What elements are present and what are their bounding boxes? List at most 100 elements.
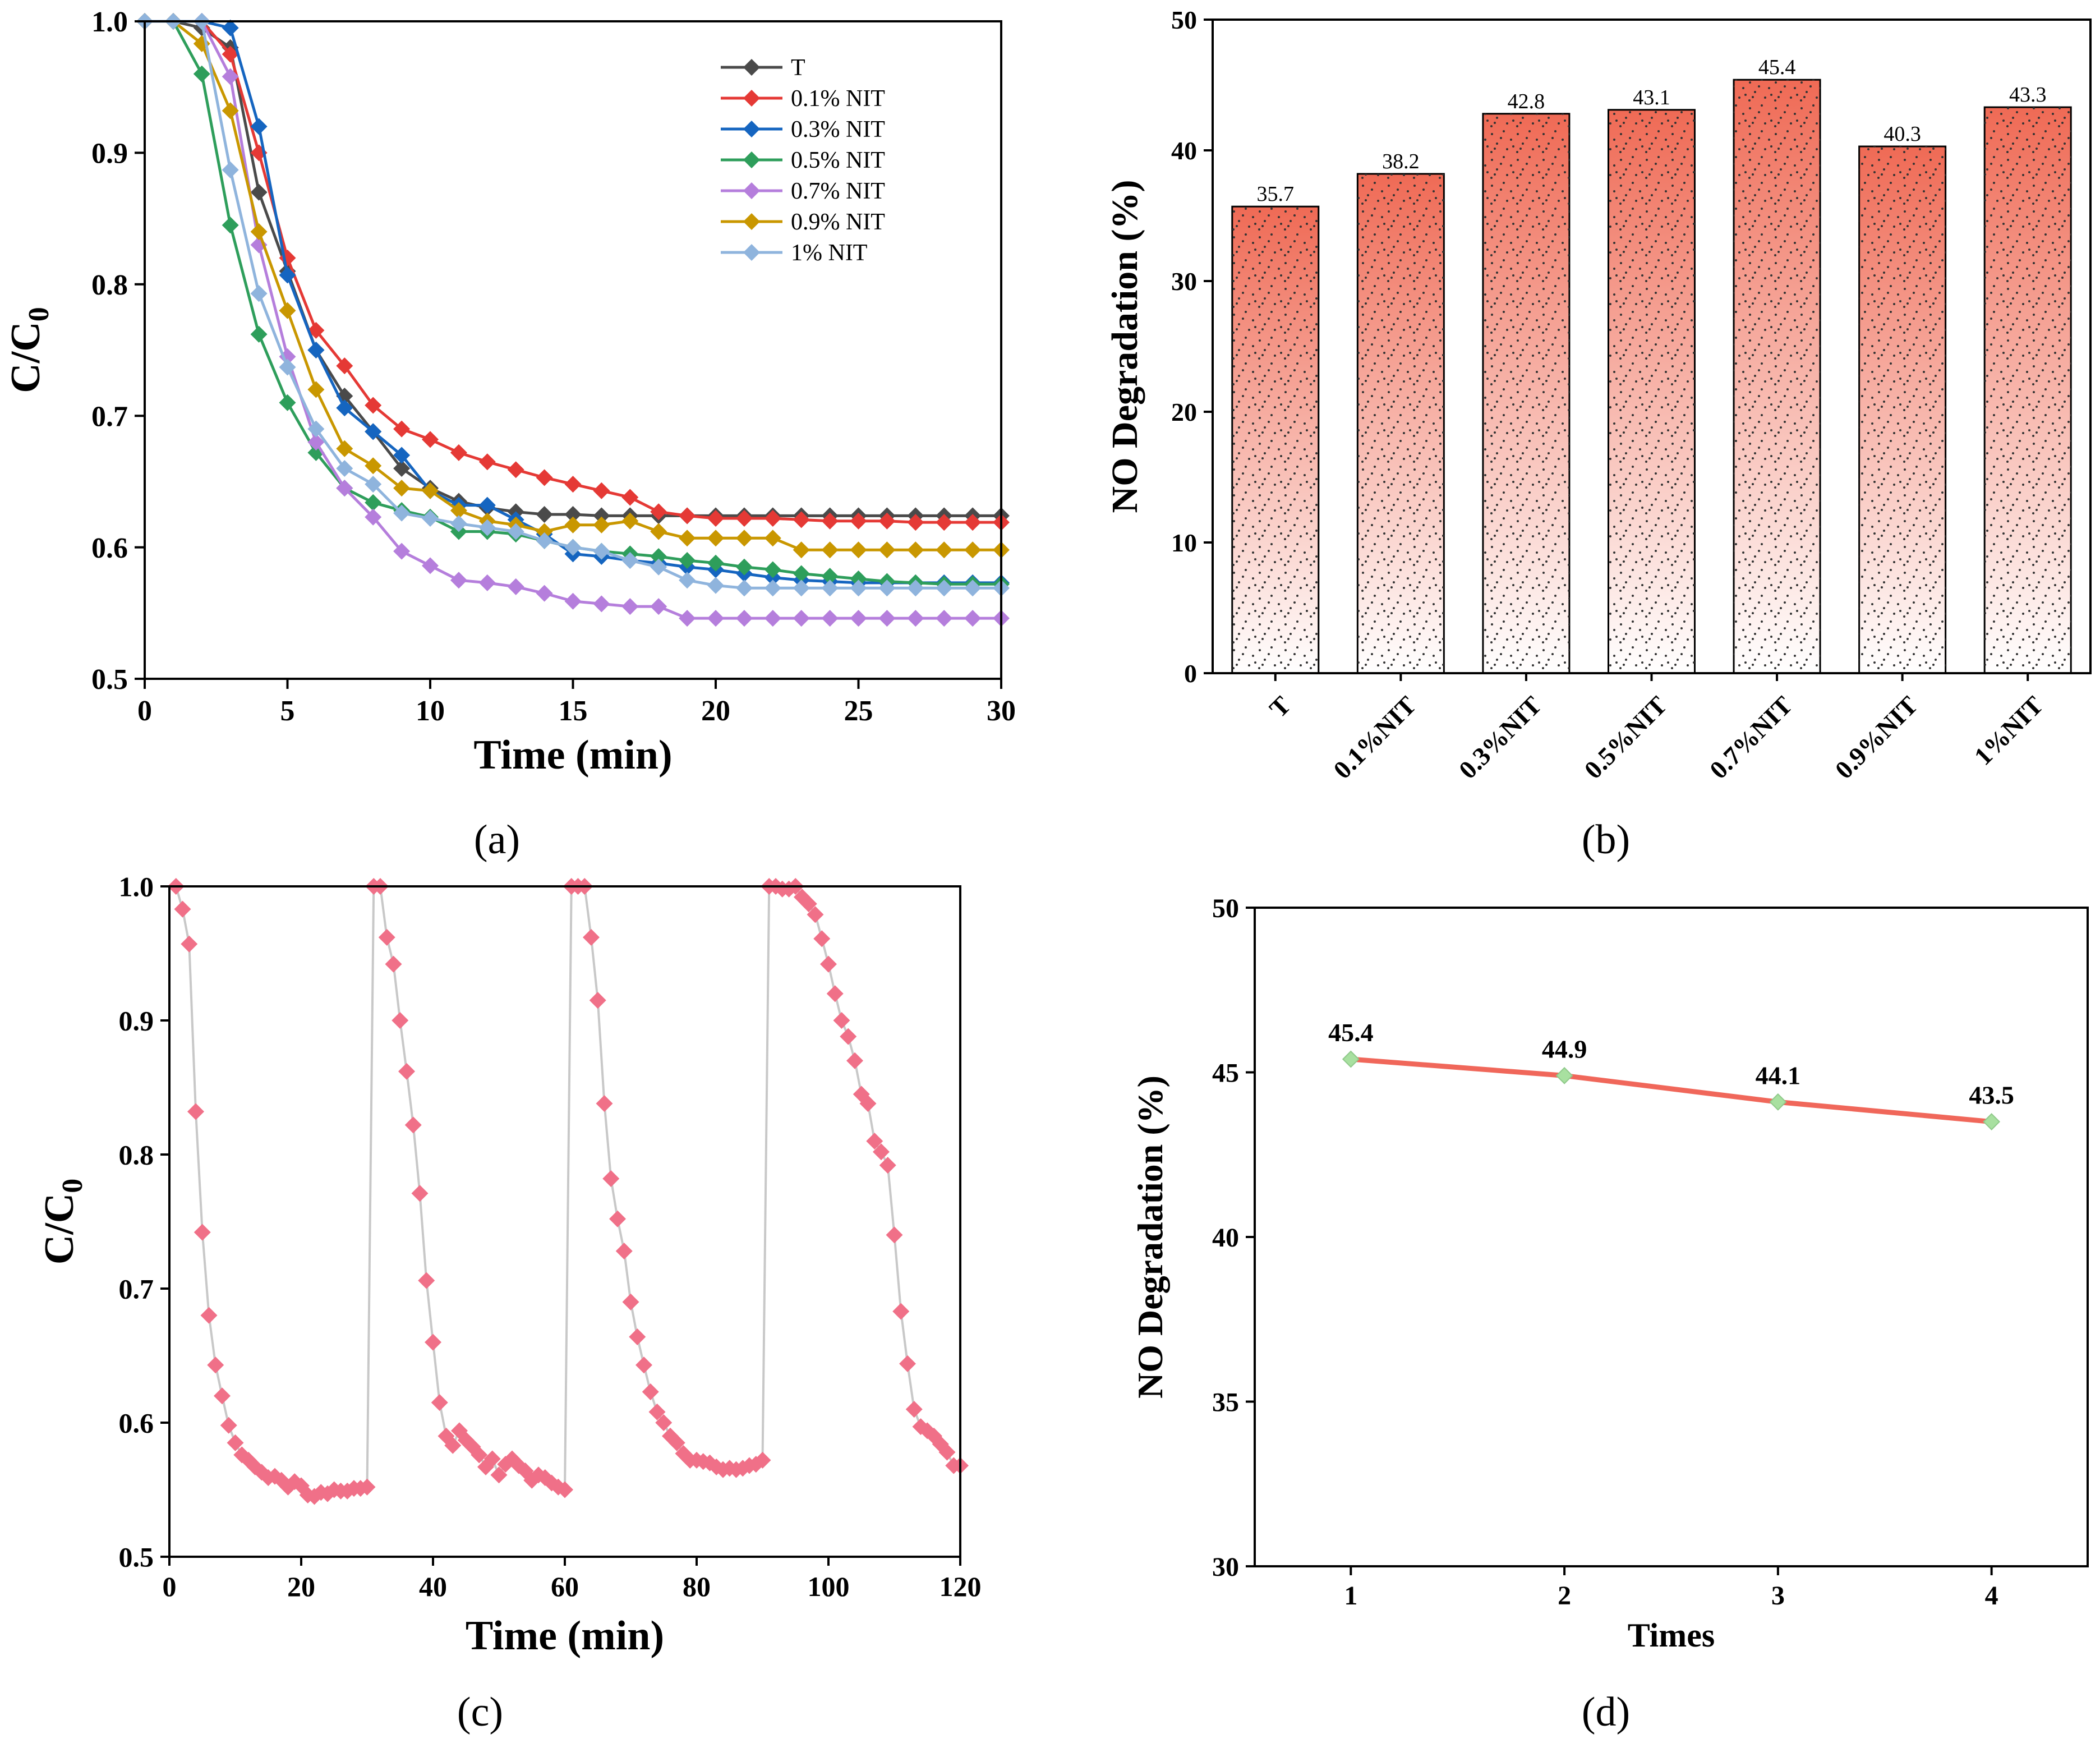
data-point — [422, 482, 439, 499]
data-point — [878, 512, 896, 530]
legend-marker — [743, 151, 760, 168]
panel-label-c: (c) — [457, 1689, 504, 1735]
data-point — [589, 992, 606, 1009]
series-1-nit — [136, 13, 1010, 597]
data-point — [365, 508, 382, 526]
y-tick-label-b: 20 — [1171, 398, 1197, 426]
data-point — [583, 928, 600, 946]
y-axis-label-main: C/C — [36, 1193, 82, 1264]
series-0-1-nit — [136, 13, 1010, 531]
bar-t: 35.7 — [1231, 182, 1320, 674]
data-point — [679, 572, 696, 589]
data-point — [450, 572, 467, 589]
data-point — [621, 489, 639, 506]
data-point — [279, 394, 296, 411]
data-point — [833, 1012, 850, 1029]
x-tick-label-a: 20 — [701, 695, 730, 727]
x-tick-label-b: 1%NIT — [1969, 691, 2049, 771]
data-label: 38.2 — [1382, 150, 1420, 173]
data-point — [279, 358, 296, 376]
series-points: 45.4 44.9 44.1 43.5 — [1328, 1018, 2014, 1130]
data-point — [393, 480, 411, 497]
x-tick-label-d: 3 — [1771, 1581, 1785, 1611]
data-label: 44.9 — [1542, 1034, 1587, 1063]
data-point — [227, 1434, 244, 1451]
data-point — [650, 558, 667, 576]
data-point — [907, 610, 924, 627]
data-point — [707, 510, 724, 527]
data-label: 45.4 — [1328, 1018, 1374, 1047]
data-point — [907, 580, 924, 597]
data-point — [668, 1434, 685, 1451]
data-point — [850, 541, 867, 559]
data-point — [336, 459, 353, 477]
y-tick-label-c: 0.8 — [119, 1139, 154, 1171]
plot-frame-b — [1212, 19, 2092, 674]
panel-label-a: (a) — [473, 817, 521, 863]
data-label: 40.3 — [1883, 122, 1921, 146]
data-point — [279, 266, 296, 284]
legend-marker — [743, 244, 760, 261]
data-point — [507, 461, 524, 479]
y-tick-label-a: 0.9 — [91, 138, 128, 170]
data-point — [214, 1387, 231, 1405]
data-point — [193, 65, 210, 82]
x-tick-label-d: 4 — [1985, 1581, 1998, 1611]
data-point — [593, 482, 610, 499]
data-point — [850, 580, 867, 597]
data-point — [593, 507, 610, 525]
bar-texture — [1734, 80, 1821, 674]
data-point — [253, 1464, 270, 1481]
data-point — [497, 1456, 514, 1473]
data-point — [793, 511, 810, 528]
data-label: 43.5 — [1969, 1081, 2014, 1110]
data-label: 45.4 — [1758, 56, 1796, 79]
y-tick-label-c: 0.5 — [119, 1542, 154, 1573]
data-point — [222, 68, 239, 85]
data-point — [365, 397, 382, 414]
data-point — [393, 542, 411, 560]
data-point — [936, 580, 953, 597]
data-point — [826, 985, 844, 1002]
y-axis-label-a: C/C0 — [3, 307, 55, 393]
x-tick-label-a: 25 — [844, 695, 873, 727]
data-label: 35.7 — [1257, 182, 1295, 206]
data-point — [747, 1456, 765, 1473]
data-point — [907, 541, 924, 559]
data-point — [936, 514, 953, 531]
data-point — [879, 1157, 896, 1174]
bar-texture — [1984, 107, 2071, 674]
bar-0-5-nit: 43.1 — [1608, 86, 1696, 674]
data-point — [615, 1243, 633, 1260]
y-tick-label-d: 40 — [1212, 1223, 1239, 1253]
chart-panel-c: 0.5 0.6 0.7 0.8 0.9 1.0 0 20 40 60 80 100 120 Time (m… — [36, 871, 982, 1659]
data-point — [850, 512, 867, 530]
data-point — [385, 955, 402, 973]
data-point — [319, 1485, 336, 1502]
data-point — [1555, 1066, 1573, 1084]
y-tick-label-b: 50 — [1171, 6, 1197, 34]
data-point — [648, 1403, 666, 1420]
data-point — [478, 453, 496, 471]
bar-texture — [1357, 173, 1444, 673]
data-point — [336, 399, 353, 417]
data-point — [365, 494, 382, 511]
data-point — [478, 574, 496, 591]
data-point — [478, 496, 496, 514]
data-point — [207, 1356, 224, 1374]
x-tick-label-a: 0 — [137, 695, 152, 727]
y-tick-label-a: 0.6 — [91, 532, 128, 564]
y-tick-label-d: 30 — [1212, 1552, 1239, 1582]
y-axis-label-d: NO Degradation (%) — [1130, 1075, 1170, 1399]
data-point — [936, 610, 953, 627]
data-point — [358, 1478, 376, 1496]
data-point — [821, 610, 839, 627]
legend-label: 0.7% NIT — [791, 178, 885, 204]
y-axis-label-main: C/C — [3, 321, 49, 393]
data-point — [181, 935, 198, 953]
x-tick-label-b: 0.5%NIT — [1578, 691, 1672, 784]
data-point — [250, 183, 268, 201]
data-point — [593, 542, 610, 560]
chart-panel-b: 35.7 T 38.2 0.1%NIT 42.8 0.3%NIT 43.1 0.5%NIT 45… — [1104, 6, 2092, 784]
legend-label: 0.1% NIT — [791, 86, 885, 112]
